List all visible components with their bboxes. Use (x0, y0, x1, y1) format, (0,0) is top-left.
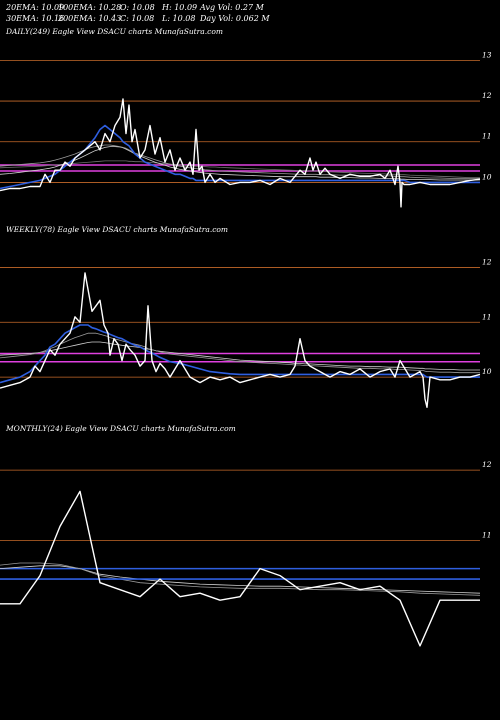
header-30ema: 30EMA: 10.16 (6, 14, 65, 23)
panel-title-0: DAILY(249) Eagle View DSACU charts Munaf… (5, 27, 223, 36)
price-line-1 (0, 272, 481, 408)
header-low: L: 10.08 (162, 14, 196, 23)
y-tick-label-0-1: 11 (482, 132, 492, 141)
y-tick-label-2-0: 11 (482, 530, 492, 539)
y-tick-label-1-1: 11 (482, 312, 492, 321)
y-tick-label-1-2: 12 (482, 257, 492, 266)
ema-line-1-2 (0, 332, 480, 374)
y-tick-label-0-0: 10 (482, 172, 492, 181)
price-line-2 (0, 490, 480, 647)
ema-line-1-3 (0, 341, 480, 371)
header-100ema: 100EMA: 10.28 (58, 3, 122, 12)
ema-line-2-2 (0, 562, 481, 596)
ema-line-0-1 (0, 124, 480, 190)
y-tick-label-2-1: 12 (482, 460, 492, 469)
header-200ema: 200EMA: 10.43 (58, 14, 122, 23)
panel-title-1: WEEKLY(78) Eagle View DSACU charts Munaf… (6, 225, 228, 234)
header-high: H: 10.09 (162, 3, 198, 12)
header-avg-vol: Avg Vol: 0.27 M (200, 3, 264, 12)
header-day-vol: Day Vol: 0.062 M (200, 14, 270, 23)
price-line-0 (0, 98, 481, 208)
y-tick-label-0-3: 13 (482, 50, 492, 59)
ema-line-1-1 (0, 324, 480, 384)
y-tick-label-0-2: 12 (482, 91, 492, 100)
header-close: C: 10.08 (120, 14, 155, 23)
header-20ema: 20EMA: 10.09 (6, 3, 65, 12)
panel-title-2: MONTHLY(24) Eagle View DSACU charts Muna… (5, 424, 236, 433)
y-tick-label-1-0: 10 (482, 367, 492, 376)
header-open: O: 10.08 (120, 3, 155, 12)
